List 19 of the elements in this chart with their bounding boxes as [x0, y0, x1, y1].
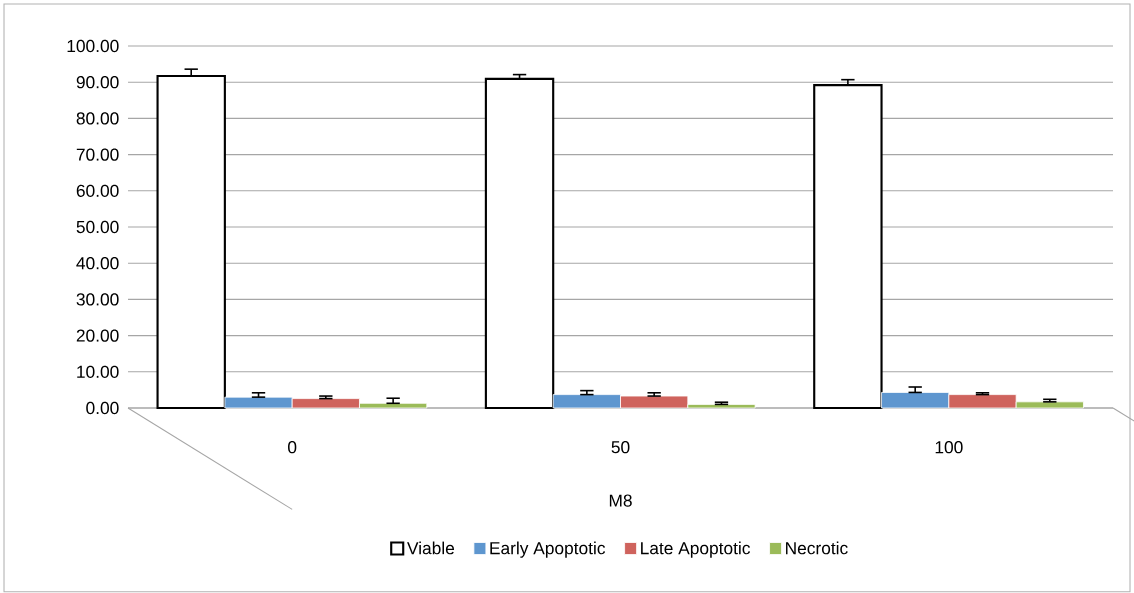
x-axis-title: M8 [609, 494, 632, 507]
legend-label: Late Apoptotic [641, 541, 751, 558]
y-tick-label: 10.00 [77, 365, 119, 378]
y-tick-label: 30.00 [76, 293, 119, 306]
x-tick-label: 0 [288, 441, 297, 454]
y-tick-label: 80.00 [76, 112, 119, 125]
y-tick-label: 0.00 [86, 401, 119, 415]
y-tick-label: 50.00 [76, 220, 119, 234]
y-tick-label: 70.00 [76, 148, 119, 161]
y-tick-label: 60.00 [76, 184, 119, 197]
legend-label: Viable [407, 541, 455, 555]
x-tick-label: 50 [611, 441, 630, 454]
x-tick-label: 100 [935, 441, 963, 454]
y-tick-label: 90.00 [76, 76, 119, 89]
y-tick-label: 100.00 [67, 39, 119, 53]
legend-label: Early Apoptotic [490, 541, 606, 558]
y-tick-label: 20.00 [76, 329, 119, 342]
y-tick-label: 40.00 [76, 257, 119, 270]
legend-label: Necrotic [786, 541, 848, 555]
